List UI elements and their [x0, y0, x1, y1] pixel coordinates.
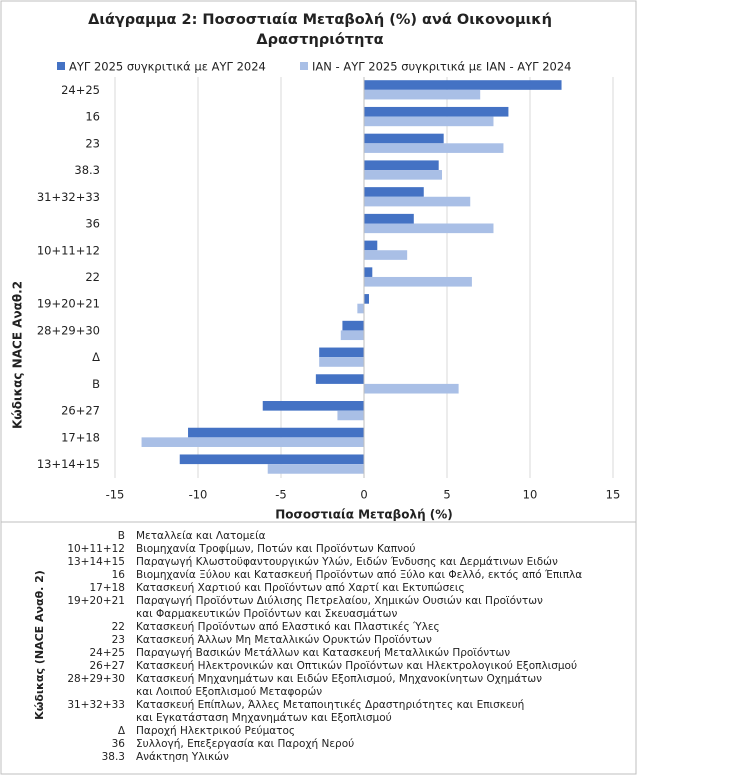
- bar: [319, 357, 364, 367]
- bar: [364, 133, 444, 144]
- table-description: Παροχή Ηλεκτρικού Ρεύματος: [136, 725, 295, 737]
- table-code: 16: [112, 569, 126, 581]
- bar: [262, 401, 364, 411]
- table-description: Μεταλλεία και Λατομεία: [136, 530, 266, 542]
- table-code: 36: [112, 738, 126, 750]
- bar: [179, 454, 364, 465]
- chart-title: Δραστηριότητα: [256, 32, 383, 48]
- y-tick-label: 17+18: [61, 430, 100, 444]
- table-description: Βιομηχανία Τροφίμων, Ποτών και Προϊόντων…: [136, 543, 415, 555]
- bar: [364, 187, 424, 197]
- y-tick-label: 31+32+33: [37, 190, 100, 204]
- legend-label: ΑΥΓ 2025 συγκριτικά με ΑΥΓ 2024: [69, 60, 266, 74]
- x-tick-label: 5: [443, 488, 450, 502]
- bar: [364, 213, 414, 224]
- table-description: και Εγκατάσταση Μηχανημάτων και Εξοπλισμ…: [136, 712, 392, 724]
- y-tick-label: 23: [85, 136, 100, 150]
- table-code: 19+20+21: [67, 595, 125, 607]
- bar: [364, 116, 494, 127]
- table-code: 31+32+33: [67, 699, 125, 711]
- legend-label: ΙΑΝ - ΑΥΓ 2025 συγκριτικά με ΙΑΝ - ΑΥΓ 2…: [312, 60, 571, 74]
- x-tick-label: 15: [606, 488, 621, 502]
- bar: [364, 294, 369, 304]
- table-description: Συλλογή, Επεξεργασία και Παροχή Νερού: [136, 738, 354, 750]
- bar: [319, 347, 364, 358]
- legend-swatch: [300, 62, 308, 70]
- y-tick-label: 28+29+30: [37, 323, 100, 337]
- bar: [364, 89, 481, 100]
- y-axis-title: Κώδικας NACE Αναθ.2: [11, 281, 25, 429]
- table-code: 17+18: [89, 582, 125, 594]
- table-code: 28+29+30: [67, 673, 125, 685]
- frame: [0, 0, 637, 775]
- y-tick-label: Δ: [92, 350, 100, 364]
- bar: [337, 410, 364, 421]
- y-tick-label: 38.3: [74, 163, 100, 177]
- y-tick-label: 26+27: [61, 404, 100, 418]
- table-code: 13+14+15: [67, 556, 125, 568]
- table-code: 38.3: [102, 751, 125, 763]
- bar: [364, 250, 408, 260]
- table-description: Κατασκευή Ηλεκτρονικών και Οπτικών Προϊό…: [136, 660, 577, 672]
- bar: [364, 106, 509, 117]
- table-description: Βιομηχανία Ξύλου και Κατασκευή Προϊόντων…: [136, 569, 582, 581]
- bar: [364, 160, 439, 171]
- y-tick-label: 10+11+12: [37, 243, 100, 257]
- bar: [364, 276, 472, 287]
- table-label: Κώδικας (NACE Αναθ. 2): [33, 570, 46, 720]
- y-tick-label: 24+25: [61, 83, 100, 97]
- y-tick-label: 19+20+21: [37, 297, 100, 311]
- table-description: Κατασκευή Επίπλων, Άλλες Μεταποιητικές Δ…: [136, 699, 524, 711]
- bar: [364, 80, 562, 90]
- chart-title: Διάγραμμα 2: Ποσοστιαία Μεταβολή (%) ανά…: [88, 12, 552, 28]
- bar: [315, 374, 364, 384]
- x-tick-label: -5: [275, 488, 286, 502]
- table-description: Ανάκτηση Υλικών: [136, 751, 229, 763]
- x-tick-label: -15: [106, 488, 125, 502]
- table-description: και Φαρμακευτικών Προϊόντων και Σκευασμά…: [136, 608, 397, 620]
- y-tick-label: 36: [85, 217, 100, 231]
- table-code: Δ: [118, 725, 126, 737]
- bar: [188, 427, 364, 438]
- bar: [364, 383, 459, 394]
- x-axis-title: Ποσοστιαία Μεταβολή (%): [275, 508, 453, 522]
- bar: [267, 464, 364, 474]
- bar: [364, 196, 471, 207]
- bar: [141, 437, 364, 447]
- bar: [364, 267, 373, 277]
- x-tick-label: 0: [360, 488, 367, 502]
- bar: [364, 143, 504, 153]
- bar: [364, 170, 443, 180]
- table-code: 23: [112, 634, 125, 646]
- y-tick-label: Β: [92, 377, 100, 391]
- table-code: 26+27: [89, 660, 125, 672]
- table-description: Κατασκευή Χαρτιού και Προϊόντων από Χαρτ…: [136, 582, 465, 594]
- x-tick-label: 10: [523, 488, 538, 502]
- bar: [342, 320, 364, 331]
- bar: [364, 240, 378, 251]
- table-description: Κατασκευή Προϊόντων από Ελαστικό και Πλα…: [136, 621, 440, 633]
- table-code: 24+25: [89, 647, 125, 659]
- table-description: και Λοιπού Εξοπλισμού Μεταφορών: [136, 686, 322, 698]
- table-description: Παραγωγή Προϊόντων Διύλισης Πετρελαίου, …: [136, 595, 543, 607]
- bar: [340, 330, 364, 341]
- table-code: Β: [118, 530, 125, 542]
- table-description: Παραγωγή Κλωστοϋφαντουργικών Υλών, Ειδών…: [136, 556, 558, 568]
- y-tick-label: 16: [85, 110, 100, 124]
- table-code: 10+11+12: [67, 543, 125, 555]
- table-description: Κατασκευή Άλλων Μη Μεταλλικών Ορυκτών Πρ…: [136, 634, 432, 646]
- y-tick-label: 22: [85, 270, 100, 284]
- table-description: Παραγωγή Βασικών Μετάλλων και Κατασκευή …: [136, 647, 510, 659]
- table-description: Κατασκευή Μηχανημάτων και Ειδών Εξοπλισμ…: [136, 673, 542, 685]
- x-tick-label: -10: [189, 488, 208, 502]
- bar: [364, 223, 494, 234]
- y-tick-label: 13+14+15: [37, 457, 100, 471]
- table-code: 22: [112, 621, 125, 633]
- legend-swatch: [57, 62, 65, 70]
- bar: [357, 303, 364, 314]
